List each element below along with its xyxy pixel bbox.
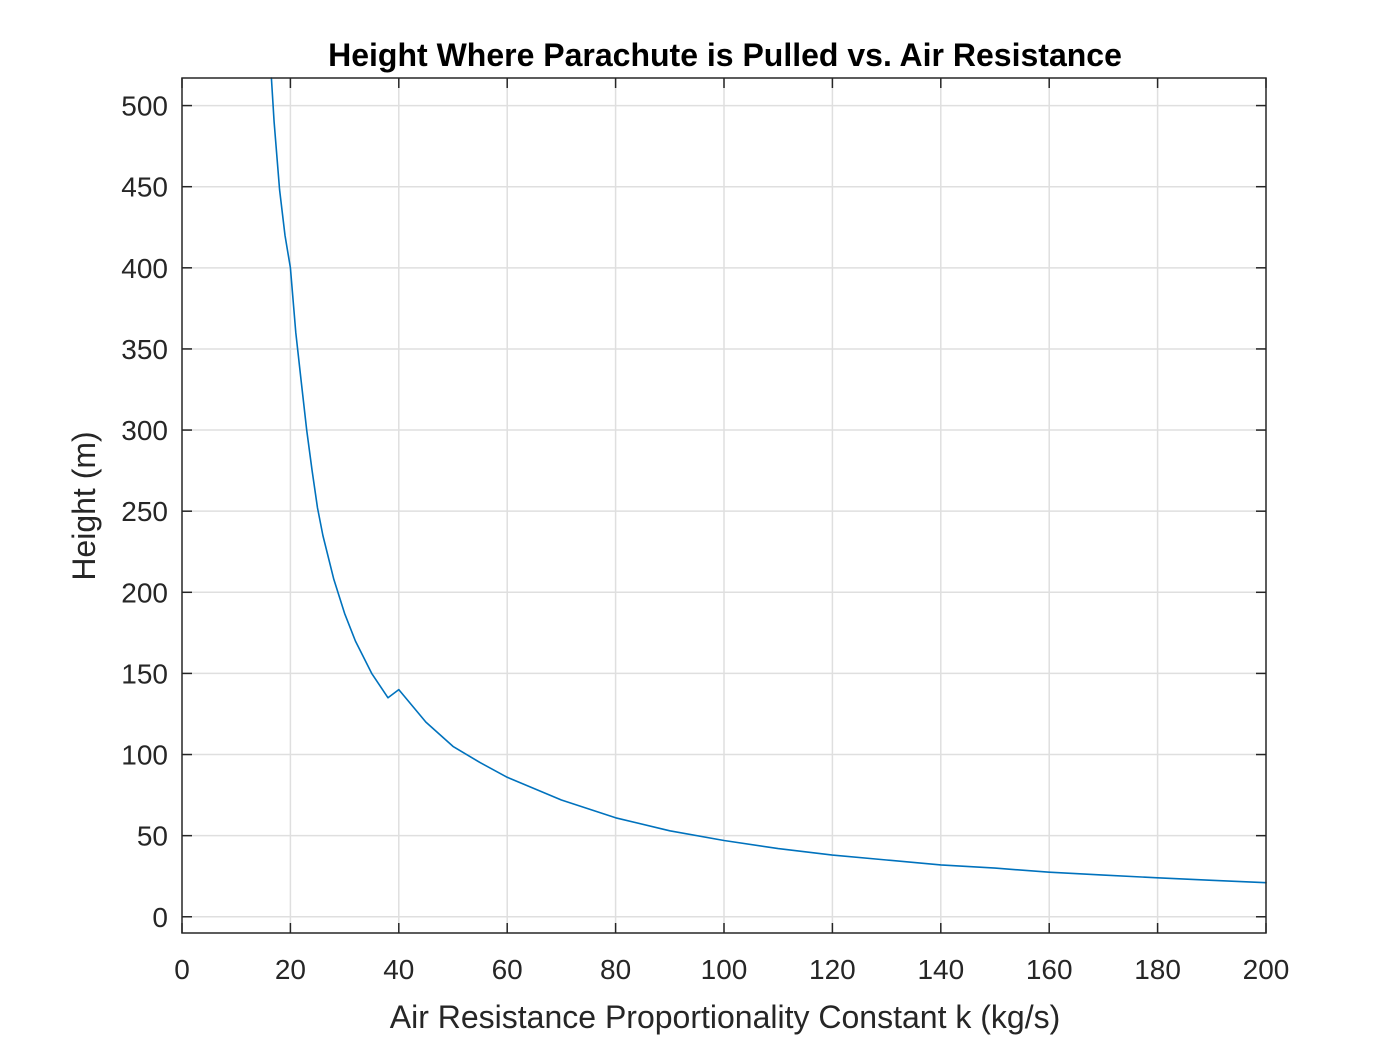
y-tick-label: 150 xyxy=(121,658,168,689)
axes-layer xyxy=(181,77,1267,934)
x-tick-label: 120 xyxy=(809,954,856,985)
x-tick-label: 0 xyxy=(174,954,190,985)
tick-label-layer: 0 20 40 60 80 100 120 140 160 180 200 0 50 100 150 200 2… xyxy=(121,91,1289,985)
chart-title: Height Where Parachute is Pulled vs. Air… xyxy=(328,37,1122,73)
x-axis-label: Air Resistance Proportionality Constant … xyxy=(390,999,1060,1035)
y-tick-label: 450 xyxy=(121,172,168,203)
y-tick-label: 250 xyxy=(121,496,168,527)
y-tick-label: 200 xyxy=(121,577,168,608)
x-tick-label: 40 xyxy=(383,954,414,985)
x-tick-label: 80 xyxy=(600,954,631,985)
y-tick-label: 0 xyxy=(152,902,168,933)
x-tick-label: 160 xyxy=(1026,954,1073,985)
x-tick-label: 60 xyxy=(492,954,523,985)
data-layer xyxy=(270,77,1267,884)
y-tick-label: 100 xyxy=(121,740,168,771)
y-tick-label: 400 xyxy=(121,253,168,284)
x-tick-label: 100 xyxy=(701,954,748,985)
y-tick-label: 350 xyxy=(121,334,168,365)
y-tick-label: 300 xyxy=(121,415,168,446)
y-tick-label: 500 xyxy=(121,91,168,122)
y-axis-label: Height (m) xyxy=(66,431,102,580)
x-tick-label: 140 xyxy=(917,954,964,985)
grid-layer xyxy=(182,78,1266,933)
series-line xyxy=(270,77,1267,884)
x-tick-label: 180 xyxy=(1134,954,1181,985)
y-tick-label: 50 xyxy=(137,821,168,852)
x-tick-label: 200 xyxy=(1243,954,1290,985)
x-tick-label: 20 xyxy=(275,954,306,985)
